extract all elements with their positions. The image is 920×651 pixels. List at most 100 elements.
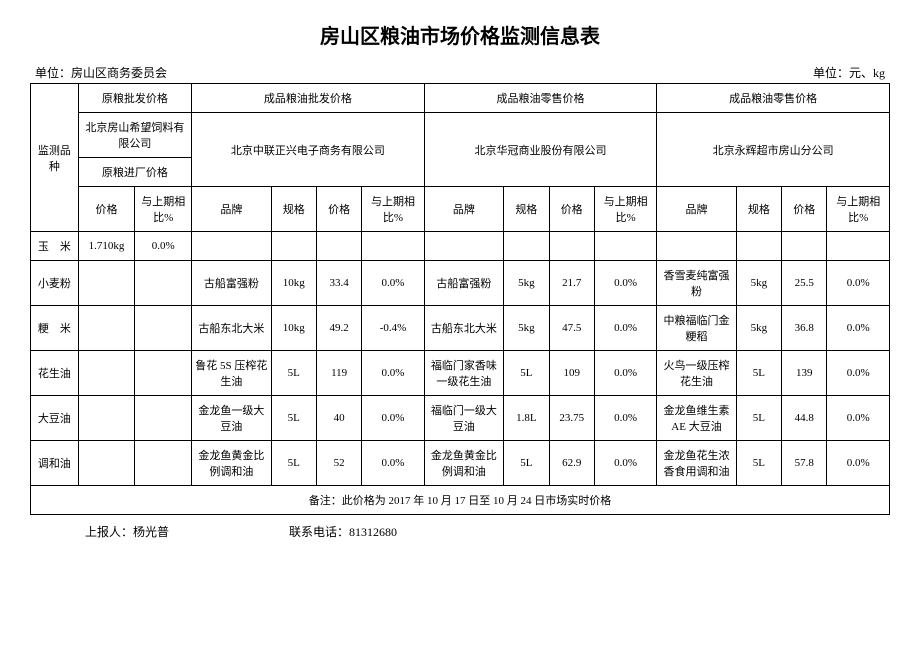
th-company2: 北京中联正兴电子商务有限公司 <box>192 113 425 187</box>
cell-d_price: 57.8 <box>782 441 827 486</box>
th-c-price: 价格 <box>549 187 594 232</box>
table-row: 小麦粉古船富强粉10kg33.40.0%古船富强粉5kg21.70.0%香雪麦纯… <box>31 261 890 306</box>
cell-cat: 玉 米 <box>31 232 79 261</box>
cell-c_brand: 古船富强粉 <box>424 261 503 306</box>
cell-b_pct: 0.0% <box>362 261 424 306</box>
cell-d_brand: 火鸟一级压榨花生油 <box>657 351 736 396</box>
th-group4: 成品粮油零售价格 <box>657 84 890 113</box>
th-company1: 北京房山希望饲料有限公司 <box>78 113 191 158</box>
cell-c_brand <box>424 232 503 261</box>
th-company3: 北京华冠商业股份有限公司 <box>424 113 657 187</box>
cell-d_pct: 0.0% <box>827 306 890 351</box>
th-b-spec: 规格 <box>271 187 316 232</box>
meta-left: 单位：房山区商务委员会 <box>35 64 167 81</box>
cell-a_price <box>78 441 135 486</box>
meta-right: 单位：元、kg <box>813 64 885 81</box>
cell-d_spec: 5kg <box>736 261 781 306</box>
cell-b_price: 33.4 <box>316 261 361 306</box>
cell-c_spec: 5L <box>504 441 549 486</box>
cell-b_price <box>316 232 361 261</box>
cell-a_pct <box>135 306 192 351</box>
cell-d_price: 139 <box>782 351 827 396</box>
cell-d_price <box>782 232 827 261</box>
footer-row: 上报人：杨光普 联系电话：81312680 <box>30 523 890 540</box>
cell-d_pct: 0.0% <box>827 396 890 441</box>
cell-a_price <box>78 306 135 351</box>
cell-d_price: 44.8 <box>782 396 827 441</box>
cell-d_brand: 金龙鱼花生浓香食用调和油 <box>657 441 736 486</box>
cell-b_price: 40 <box>316 396 361 441</box>
cell-cat: 花生油 <box>31 351 79 396</box>
cell-c_pct: 0.0% <box>594 396 656 441</box>
table-row: 花生油鲁花 5S 压榨花生油5L1190.0%福临门家香味一级花生油5L1090… <box>31 351 890 396</box>
phone: 联系电话：81312680 <box>289 523 397 540</box>
cell-a_pct <box>135 441 192 486</box>
table-row: 大豆油金龙鱼一级大豆油5L400.0%福临门一级大豆油1.8L23.750.0%… <box>31 396 890 441</box>
cell-c_spec: 5kg <box>504 306 549 351</box>
cell-a_price <box>78 396 135 441</box>
cell-d_spec <box>736 232 781 261</box>
th-category: 监测品种 <box>31 84 79 232</box>
cell-d_brand: 金龙鱼维生素 AE 大豆油 <box>657 396 736 441</box>
cell-b_brand: 古船东北大米 <box>192 306 271 351</box>
cell-c_price: 62.9 <box>549 441 594 486</box>
cell-b_price: 52 <box>316 441 361 486</box>
cell-b_pct: -0.4% <box>362 306 424 351</box>
cell-b_spec <box>271 232 316 261</box>
cell-a_price: 1.710kg <box>78 232 135 261</box>
th-b-brand: 品牌 <box>192 187 271 232</box>
th-group2: 成品粮油批发价格 <box>192 84 425 113</box>
cell-b_brand <box>192 232 271 261</box>
cell-d_price: 36.8 <box>782 306 827 351</box>
th-group3: 成品粮油零售价格 <box>424 84 657 113</box>
page-title: 房山区粮油市场价格监测信息表 <box>30 20 890 49</box>
cell-b_spec: 10kg <box>271 261 316 306</box>
th-b-price: 价格 <box>316 187 361 232</box>
cell-d_pct: 0.0% <box>827 261 890 306</box>
cell-a_pct <box>135 351 192 396</box>
cell-c_spec: 5kg <box>504 261 549 306</box>
cell-c_spec <box>504 232 549 261</box>
cell-b_pct: 0.0% <box>362 351 424 396</box>
meta-row: 单位：房山区商务委员会 单位：元、kg <box>30 64 890 81</box>
cell-c_pct: 0.0% <box>594 441 656 486</box>
th-d-brand: 品牌 <box>657 187 736 232</box>
table-row: 玉 米1.710kg0.0% <box>31 232 890 261</box>
cell-c_spec: 1.8L <box>504 396 549 441</box>
price-table: 监测品种 原粮批发价格 成品粮油批发价格 成品粮油零售价格 成品粮油零售价格 北… <box>30 83 890 515</box>
cell-cat: 大豆油 <box>31 396 79 441</box>
cell-c_brand: 金龙鱼黄金比例调和油 <box>424 441 503 486</box>
cell-d_spec: 5L <box>736 396 781 441</box>
cell-b_pct: 0.0% <box>362 441 424 486</box>
cell-d_spec: 5L <box>736 441 781 486</box>
th-c-spec: 规格 <box>504 187 549 232</box>
th-b-pct: 与上期相比% <box>362 187 424 232</box>
cell-b_brand: 金龙鱼一级大豆油 <box>192 396 271 441</box>
cell-b_brand: 金龙鱼黄金比例调和油 <box>192 441 271 486</box>
cell-b_spec: 10kg <box>271 306 316 351</box>
th-d-price: 价格 <box>782 187 827 232</box>
cell-b_spec: 5L <box>271 396 316 441</box>
cell-c_price <box>549 232 594 261</box>
cell-cat: 调和油 <box>31 441 79 486</box>
cell-b_price: 119 <box>316 351 361 396</box>
cell-c_pct: 0.0% <box>594 351 656 396</box>
cell-c_brand: 福临门一级大豆油 <box>424 396 503 441</box>
th-company4: 北京永辉超市房山分公司 <box>657 113 890 187</box>
cell-d_spec: 5L <box>736 351 781 396</box>
table-row: 粳 米古船东北大米10kg49.2-0.4%古船东北大米5kg47.50.0%中… <box>31 306 890 351</box>
cell-c_price: 21.7 <box>549 261 594 306</box>
cell-a_pct <box>135 396 192 441</box>
cell-c_price: 47.5 <box>549 306 594 351</box>
cell-c_pct: 0.0% <box>594 306 656 351</box>
cell-c_spec: 5L <box>504 351 549 396</box>
cell-b_spec: 5L <box>271 441 316 486</box>
reporter: 上报人：杨光普 <box>85 523 169 540</box>
cell-b_price: 49.2 <box>316 306 361 351</box>
cell-d_brand: 中粮福临门金粳稻 <box>657 306 736 351</box>
cell-d_pct: 0.0% <box>827 351 890 396</box>
cell-c_pct: 0.0% <box>594 261 656 306</box>
cell-b_pct: 0.0% <box>362 396 424 441</box>
note-row: 备注：此价格为 2017 年 10 月 17 日至 10 月 24 日市场实时价… <box>31 486 890 515</box>
cell-cat: 粳 米 <box>31 306 79 351</box>
